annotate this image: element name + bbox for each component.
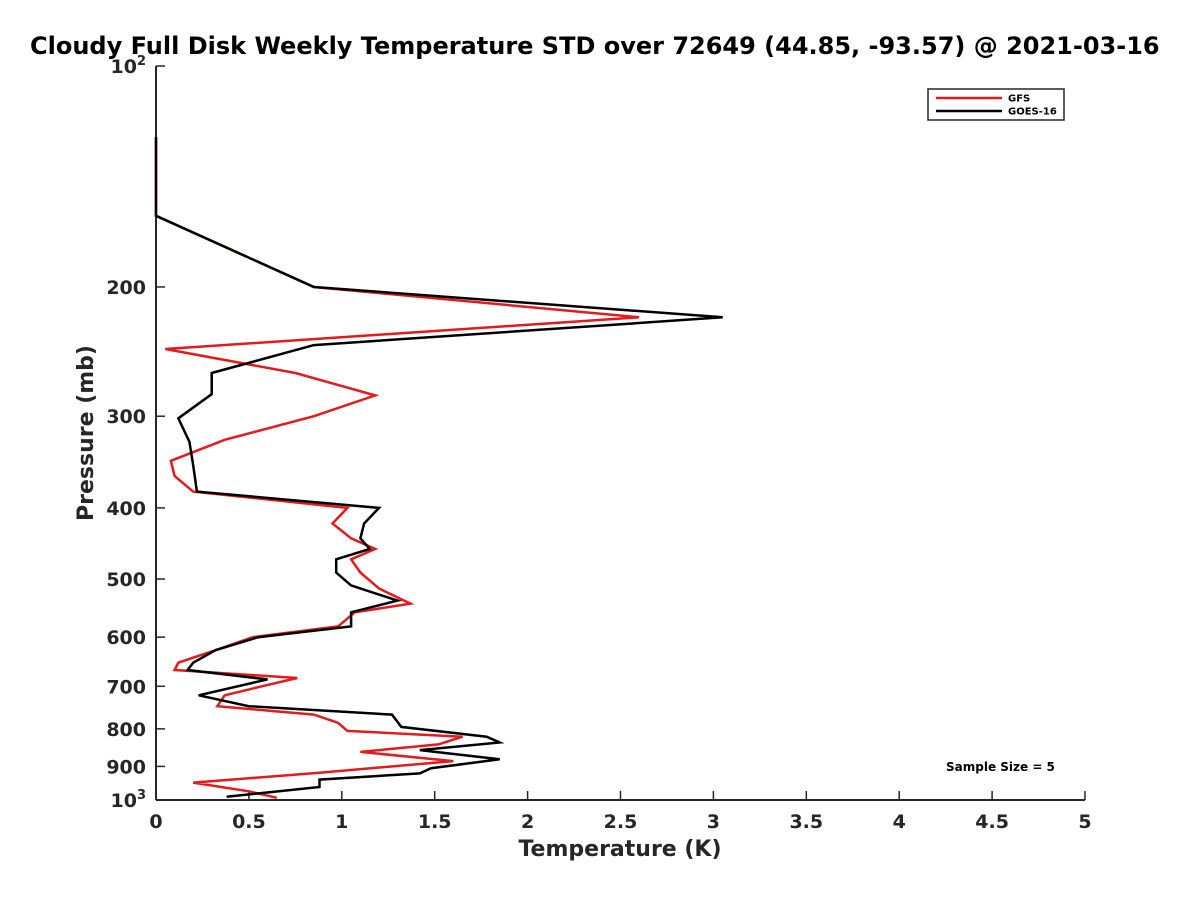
y-tick-label: 600 (106, 627, 146, 649)
x-tick-label: 3 (707, 811, 720, 833)
series-lines (154, 137, 723, 800)
series-line-goes16 (154, 137, 723, 799)
legend-label-goes16: GOES-16 (1008, 107, 1057, 118)
x-tick-label: 3.5 (789, 811, 823, 833)
x-tick-label: 2.5 (604, 811, 638, 833)
y-axis-label: Pressure (mb) (74, 345, 99, 521)
plot-area: 0 0.5 1 1.5 2 2.5 3 3.5 4 4.5 5 1 0 2 200 300 400 500 600… (106, 54, 1091, 833)
sample-size-annotation: Sample Size = 5 (946, 760, 1055, 774)
legend-label-gfs: GFS (1008, 94, 1030, 105)
legend: GFS GOES-16 (927, 88, 1065, 121)
x-tick-label: 5 (1078, 811, 1091, 833)
y-tick-label: 500 (106, 569, 146, 591)
y-tick-label: 200 (106, 277, 146, 299)
chart-title: Cloudy Full Disk Weekly Temperature STD … (30, 32, 1160, 60)
legend-box (927, 88, 1065, 121)
x-axis-label: Temperature (K) (518, 837, 721, 862)
x-tick-label: 0 (149, 811, 162, 833)
x-axis-ticks: 0 0.5 1 1.5 2 2.5 3 3.5 4 4.5 5 (149, 791, 1092, 833)
x-tick-label: 4 (893, 811, 906, 833)
y-tick-label: 900 (106, 756, 146, 778)
y-tick-label: 400 (106, 498, 146, 520)
x-tick-label: 0.5 (232, 811, 266, 833)
x-tick-label: 4.5 (975, 811, 1009, 833)
y-tick-label: 800 (106, 719, 146, 741)
x-tick-label: 2 (521, 811, 534, 833)
x-tick-label: 1 (335, 811, 348, 833)
y-tick-label: 700 (106, 676, 146, 698)
y-tick-label: 300 (106, 406, 146, 428)
x-tick-label: 1.5 (418, 811, 452, 833)
